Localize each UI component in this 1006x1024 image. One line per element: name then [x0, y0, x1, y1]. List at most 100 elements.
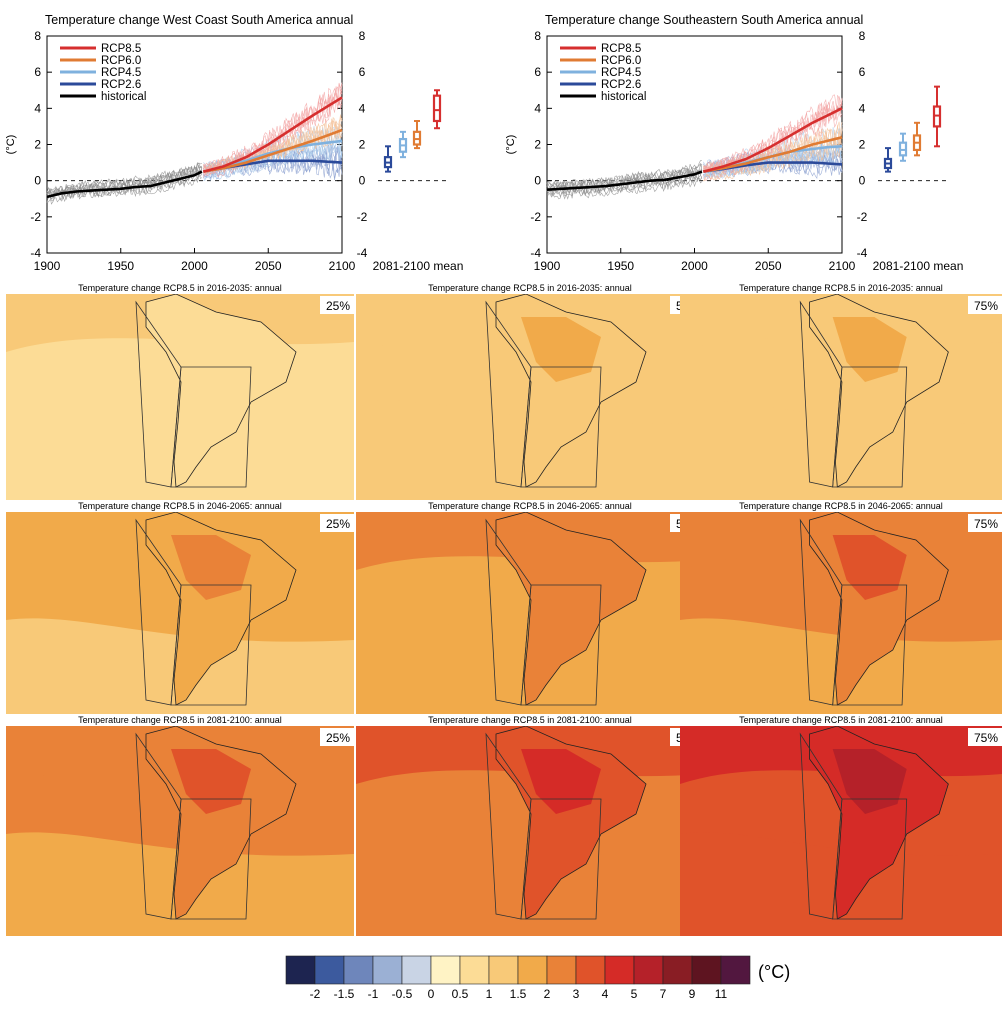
timeseries-southeastern: Temperature change Southeastern South Am… — [500, 0, 1000, 280]
colorbar-tick-label: 0 — [428, 987, 435, 1001]
map-panel: Temperature change RCP8.5 in 2046-2065: … — [356, 500, 704, 722]
colorbar-swatch — [459, 955, 490, 985]
percentile-box — [320, 728, 354, 746]
title-bar — [6, 500, 354, 512]
colorbar-tick-label: -2 — [310, 987, 321, 1001]
colorbar: -2 -1.5 -1 -0.5 0 0.5 1 1.5 2 3 4 5 7 9 11 (°C) — [280, 950, 800, 1010]
ensemble-member — [546, 176, 703, 200]
percentile-label: 75% — [974, 517, 998, 531]
series-line — [702, 107, 843, 173]
colorbar-tick-label: 7 — [660, 987, 667, 1001]
colorbar-swatch — [401, 955, 432, 985]
legend-label: RCP6.0 — [601, 55, 641, 67]
x-tick-label: 2000 — [681, 259, 708, 273]
y-tick-label: 4 — [34, 101, 41, 115]
map-panel: Temperature change RCP8.5 in 2016-2035: … — [6, 282, 354, 504]
title-bar — [680, 500, 1002, 512]
region-outline-southeastern — [170, 366, 252, 488]
colorbar-swatch — [488, 955, 519, 985]
region-outline-southeastern — [832, 798, 908, 920]
timeseries-chart-southeastern: Temperature change Southeastern South Am… — [505, 13, 963, 273]
map-panel: Temperature change RCP8.5 in 2046-2065: … — [680, 500, 1002, 722]
x-tick-label: 2050 — [755, 259, 782, 273]
y-tick-label-right: 4 — [359, 101, 366, 115]
percentile-box — [320, 296, 354, 314]
colorbar-tick-label: 3 — [573, 987, 580, 1001]
percentile-box — [968, 514, 1002, 532]
y-tick-label-right: 2 — [359, 138, 366, 152]
title-bar — [6, 282, 354, 294]
colorbar-swatch — [285, 955, 316, 985]
map-title: Temperature change RCP8.5 in 2046-2065: … — [428, 501, 632, 511]
ensemble-member — [203, 142, 343, 182]
chart-title: Temperature change West Coast South Amer… — [45, 13, 353, 27]
ensemble-member — [46, 163, 202, 196]
legend-label: RCP4.5 — [601, 67, 641, 79]
ensemble-member — [546, 160, 702, 189]
y-tick-label: 0 — [34, 174, 41, 188]
colorbar-swatch — [662, 955, 693, 985]
y-tick-label-right: -2 — [857, 210, 868, 224]
map-title: Temperature change RCP8.5 in 2081-2100: … — [78, 715, 282, 725]
y-tick-label-right: 6 — [359, 65, 366, 79]
y-tick-label-right: 0 — [859, 174, 866, 188]
series-line — [546, 170, 703, 191]
series-line — [203, 128, 343, 173]
region-outline-southeastern — [520, 584, 602, 706]
map-title: Temperature change RCP8.5 in 2016-2035: … — [78, 283, 282, 293]
y-tick-label: -2 — [30, 210, 41, 224]
colorbar-swatch — [372, 955, 403, 985]
colorbar-swatch — [720, 955, 751, 985]
ensemble-member — [703, 137, 843, 182]
x-tick-label: 1900 — [34, 259, 61, 273]
legend-label: RCP4.5 — [101, 67, 141, 79]
y-tick-label: 6 — [534, 65, 541, 79]
title-bar — [6, 714, 354, 726]
map-panel: Temperature change RCP8.5 in 2081-2100: … — [680, 714, 1002, 936]
percentile-box — [968, 296, 1002, 314]
series-line — [703, 136, 843, 173]
amazon-region — [171, 535, 251, 600]
ensemble-member — [703, 111, 843, 181]
map-title: Temperature change RCP8.5 in 2046-2065: … — [78, 501, 282, 511]
y-tick-label-right: 4 — [859, 101, 866, 115]
colorbar-tick-label: 5 — [631, 987, 638, 1001]
timeseries-west-coast: Temperature change West Coast South Amer… — [0, 0, 500, 280]
percentile-label: 25% — [326, 517, 350, 531]
y-tick-label: -4 — [530, 246, 541, 260]
ensemble-member — [46, 162, 202, 194]
colorbar-tick-label: 1 — [486, 987, 493, 1001]
y-tick-label-right: 2 — [859, 138, 866, 152]
percentile-label: 25% — [326, 299, 350, 313]
title-bar — [356, 714, 704, 726]
colorbar-swatch — [517, 955, 548, 985]
region-outline-southeastern — [170, 798, 252, 920]
y-tick-label: 6 — [34, 65, 41, 79]
colorbar-swatch — [633, 955, 664, 985]
amazon-region — [832, 749, 907, 814]
legend-label: RCP2.6 — [601, 79, 641, 91]
map-panel: Temperature change RCP8.5 in 2016-2035: … — [680, 282, 1002, 504]
box-axis-label: 2081-2100 mean — [373, 259, 464, 273]
y-tick-label: 8 — [34, 29, 41, 43]
y-tick-label-right: -4 — [857, 246, 868, 260]
map-panel: Temperature change RCP8.5 in 2016-2035: … — [356, 282, 704, 504]
percentile-label: 75% — [974, 299, 998, 313]
y-tick-label: -2 — [530, 210, 541, 224]
y-tick-label: 8 — [534, 29, 541, 43]
colorbar-unit: (°C) — [758, 962, 790, 982]
colorbar-swatch — [691, 955, 722, 985]
colorbar-swatch — [314, 955, 345, 985]
region-outline-southeastern — [520, 798, 602, 920]
legend-label: historical — [101, 91, 146, 103]
amazon-region — [521, 317, 601, 382]
colorbar-tick-label: -1 — [368, 987, 379, 1001]
colorbar-tick-label: 1.5 — [510, 987, 527, 1001]
ensemble-member — [546, 172, 703, 198]
title-bar — [356, 282, 704, 294]
y-axis-label: (°C) — [5, 135, 17, 155]
ensemble-member — [203, 157, 343, 181]
region-outline-southeastern — [170, 584, 252, 706]
title-bar — [680, 282, 1002, 294]
region-outline-southeastern — [832, 584, 908, 706]
